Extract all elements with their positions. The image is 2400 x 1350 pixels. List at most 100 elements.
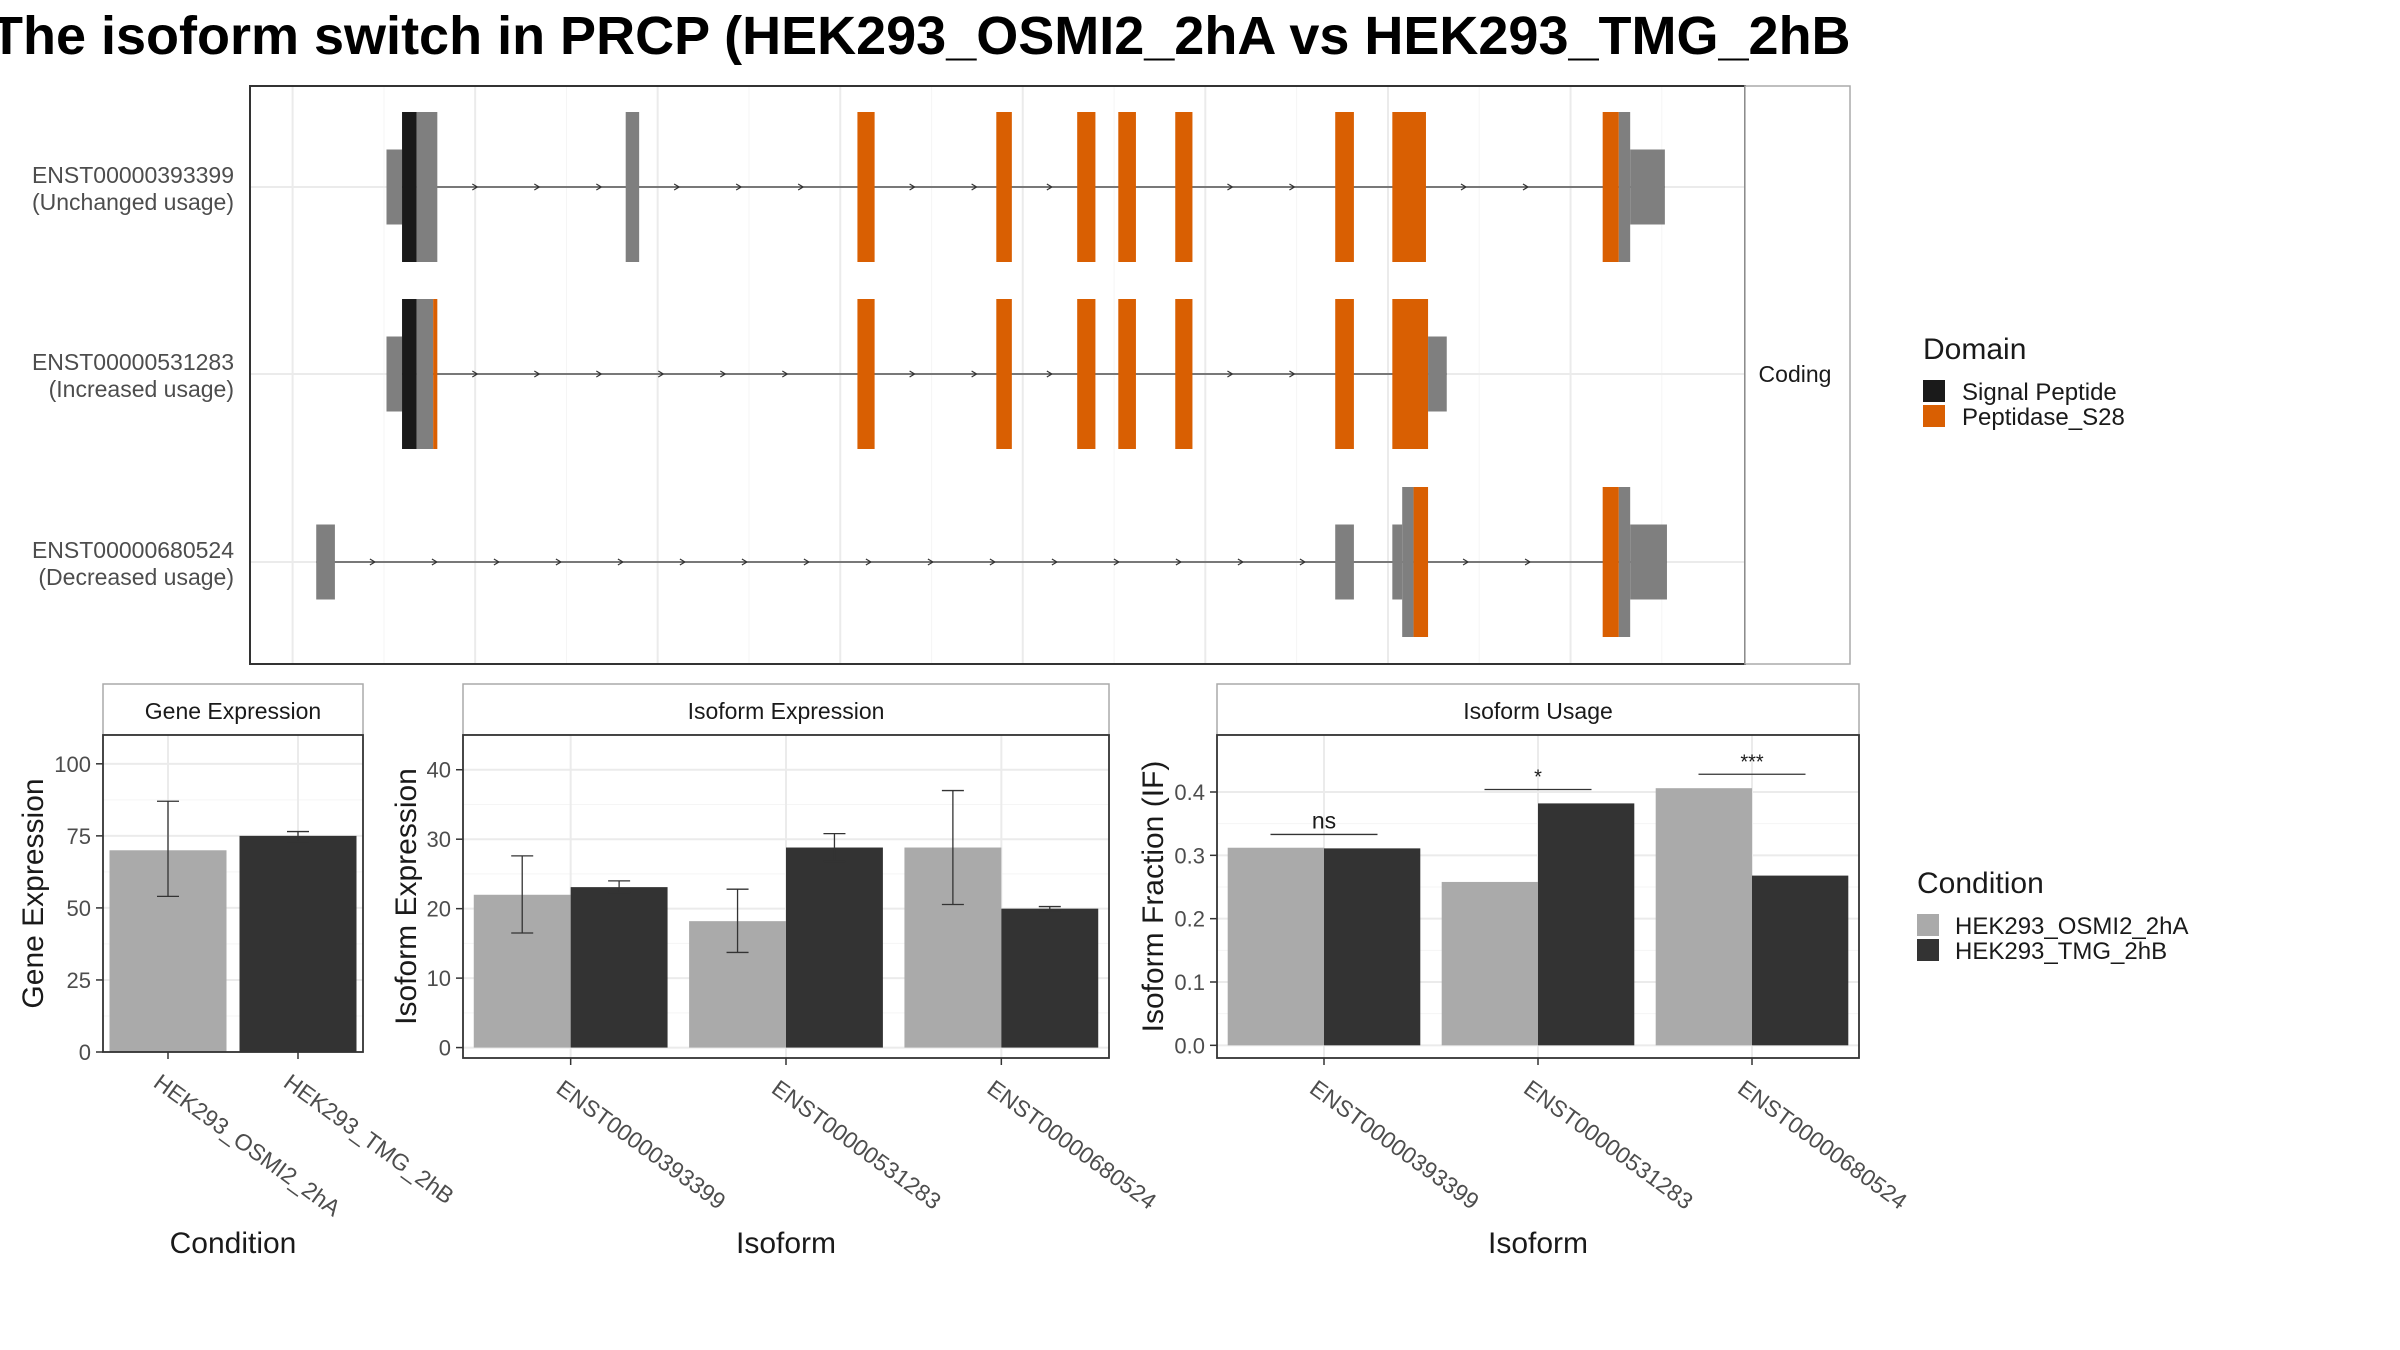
exon-ENST00000393399-4 xyxy=(857,112,875,262)
panel-strip-title: Isoform Usage xyxy=(1463,698,1613,724)
exon-ENST00000680524-2 xyxy=(1392,524,1403,600)
x-tick-label: ENST00000531283 xyxy=(1519,1075,1698,1215)
x-tick-label: ENST00000531283 xyxy=(767,1075,946,1215)
exon-ENST00000680524-1 xyxy=(1335,524,1354,600)
exon-ENST00000680524-6 xyxy=(1618,487,1631,637)
isoform-expression-panel: Isoform Expression 0 10 20 30 40 ENST000003933… xyxy=(390,683,1161,1260)
intron-arrow xyxy=(1299,558,1307,566)
exon-ENST00000531283-0 xyxy=(386,336,403,412)
transcript-id-label: ENST00000393399 xyxy=(32,162,234,188)
intron-arrow xyxy=(1289,370,1296,378)
intron-arrow xyxy=(735,183,743,191)
exon-ENST00000531283-2 xyxy=(416,299,434,449)
bar-ENST00000531283-HEK293_OSMI2_2hA xyxy=(1441,881,1538,1046)
domain-legend: Domain Signal Peptide Peptidase_S28 xyxy=(1923,333,2125,431)
exon-ENST00000393399-9 xyxy=(1335,112,1354,262)
panel-strip xyxy=(1216,683,1860,736)
intron-arrow xyxy=(1522,183,1530,191)
intron-arrow xyxy=(534,370,541,378)
domain-legend-label-peptidase: Peptidase_S28 xyxy=(1962,404,2125,431)
domain-legend-title: Domain xyxy=(1923,333,2026,366)
y-tick-label: 40 xyxy=(427,758,451,783)
transcript-id-label: ENST00000531283 xyxy=(32,349,234,375)
isoform-usage-panel: Isoform Usage0.00.10.20.30.4ns****ENST00… xyxy=(1137,683,1912,1260)
exon-ENST00000680524-0 xyxy=(316,524,335,600)
x-axis-title: Isoform xyxy=(1488,1227,1588,1260)
significance-label: * xyxy=(1534,766,1542,788)
y-tick-label: 0.0 xyxy=(1174,1033,1205,1058)
exon-ENST00000531283-10 xyxy=(1392,299,1429,449)
exon-ENST00000680524-4 xyxy=(1413,487,1429,637)
error-bar xyxy=(287,830,309,843)
y-tick-label: 0 xyxy=(439,1036,451,1061)
exon-ENST00000393399-13 xyxy=(1630,149,1665,225)
intron-arrow xyxy=(596,370,603,378)
exon-ENST00000393399-3 xyxy=(625,112,640,262)
exon-ENST00000680524-5 xyxy=(1602,487,1619,637)
intron-arrow xyxy=(1046,370,1054,378)
bar-ENST00000531283-HEK293_TMG_2hB xyxy=(1538,803,1635,1046)
bar-ENST00000393399-HEK293_TMG_2hB xyxy=(570,887,668,1048)
transcript-track-ENST00000680524 xyxy=(316,487,1667,637)
structure-tracks xyxy=(316,112,1667,637)
structure-facet-label: Coding xyxy=(1759,361,1832,387)
y-tick-label: 50 xyxy=(67,896,91,921)
significance-label: *** xyxy=(1740,751,1764,773)
intron-arrow xyxy=(1046,183,1054,191)
intron-arrow xyxy=(741,558,749,566)
intron-arrow xyxy=(472,370,479,378)
intron-arrow xyxy=(1051,558,1059,566)
exon-ENST00000393399-7 xyxy=(1118,112,1136,262)
error-bar xyxy=(823,832,846,863)
bar-ENST00000531283-HEK293_TMG_2hB xyxy=(786,847,883,1048)
x-tick-label: ENST00000393399 xyxy=(1305,1075,1484,1215)
exon-ENST00000531283-9 xyxy=(1335,299,1354,449)
error-bar xyxy=(726,888,749,954)
exon-ENST00000531283-7 xyxy=(1118,299,1136,449)
y-tick-label: 0.1 xyxy=(1174,970,1205,995)
intron-arrow xyxy=(1227,370,1234,378)
exon-ENST00000393399-10 xyxy=(1392,112,1426,262)
bar-ENST00000680524-HEK293_TMG_2hB xyxy=(1752,875,1849,1046)
y-tick-label: 75 xyxy=(67,824,91,849)
condition-legend-title: Condition xyxy=(1917,867,2044,900)
y-axis-title: Isoform Fraction (IF) xyxy=(1137,761,1170,1033)
y-tick-label: 25 xyxy=(67,968,91,993)
exon-ENST00000531283-5 xyxy=(996,299,1012,449)
condition-legend-label-b: HEK293_TMG_2hB xyxy=(1955,938,2167,965)
intron-arrow xyxy=(658,370,665,378)
exon-ENST00000393399-1 xyxy=(402,112,417,262)
error-bar xyxy=(608,880,631,894)
intron-arrow xyxy=(596,183,603,191)
exon-ENST00000531283-4 xyxy=(857,299,875,449)
panel-strip-title: Isoform Expression xyxy=(688,698,885,724)
exon-ENST00000531283-6 xyxy=(1077,299,1096,449)
y-tick-label: 0.3 xyxy=(1174,843,1205,868)
x-axis-title: Isoform xyxy=(736,1227,836,1260)
intron-arrow xyxy=(927,558,935,566)
y-axis-title: Gene Expression xyxy=(17,778,50,1008)
exon-ENST00000393399-6 xyxy=(1077,112,1096,262)
y-axis-title: Isoform Expression xyxy=(390,768,423,1025)
intron-arrow xyxy=(679,558,687,566)
intron-arrow xyxy=(1237,558,1245,566)
exon-ENST00000393399-11 xyxy=(1602,112,1619,262)
panel-strip xyxy=(102,683,364,736)
exon-ENST00000531283-3 xyxy=(433,299,438,449)
condition-legend: Condition HEK293_OSMI2_2hA HEK293_TMG_2h… xyxy=(1917,867,2188,965)
error-bar xyxy=(941,789,964,906)
exon-ENST00000680524-7 xyxy=(1630,524,1667,600)
x-tick-label: ENST00000680524 xyxy=(1733,1075,1912,1215)
exon-ENST00000393399-5 xyxy=(996,112,1012,262)
intron-arrow xyxy=(1113,558,1121,566)
y-tick-label: 100 xyxy=(54,752,91,777)
intron-arrow xyxy=(431,558,439,566)
exon-ENST00000680524-3 xyxy=(1402,487,1414,637)
y-tick-label: 0.4 xyxy=(1174,780,1205,805)
transcript-structure-panel: Coding ENST00000393399(Unchanged usage)E… xyxy=(32,85,1851,665)
condition-legend-label-a: HEK293_OSMI2_2hA xyxy=(1955,913,2188,940)
intron-arrow xyxy=(720,370,727,378)
intron-arrow xyxy=(782,370,789,378)
intron-arrow xyxy=(803,558,811,566)
intron-arrow xyxy=(1289,183,1296,191)
